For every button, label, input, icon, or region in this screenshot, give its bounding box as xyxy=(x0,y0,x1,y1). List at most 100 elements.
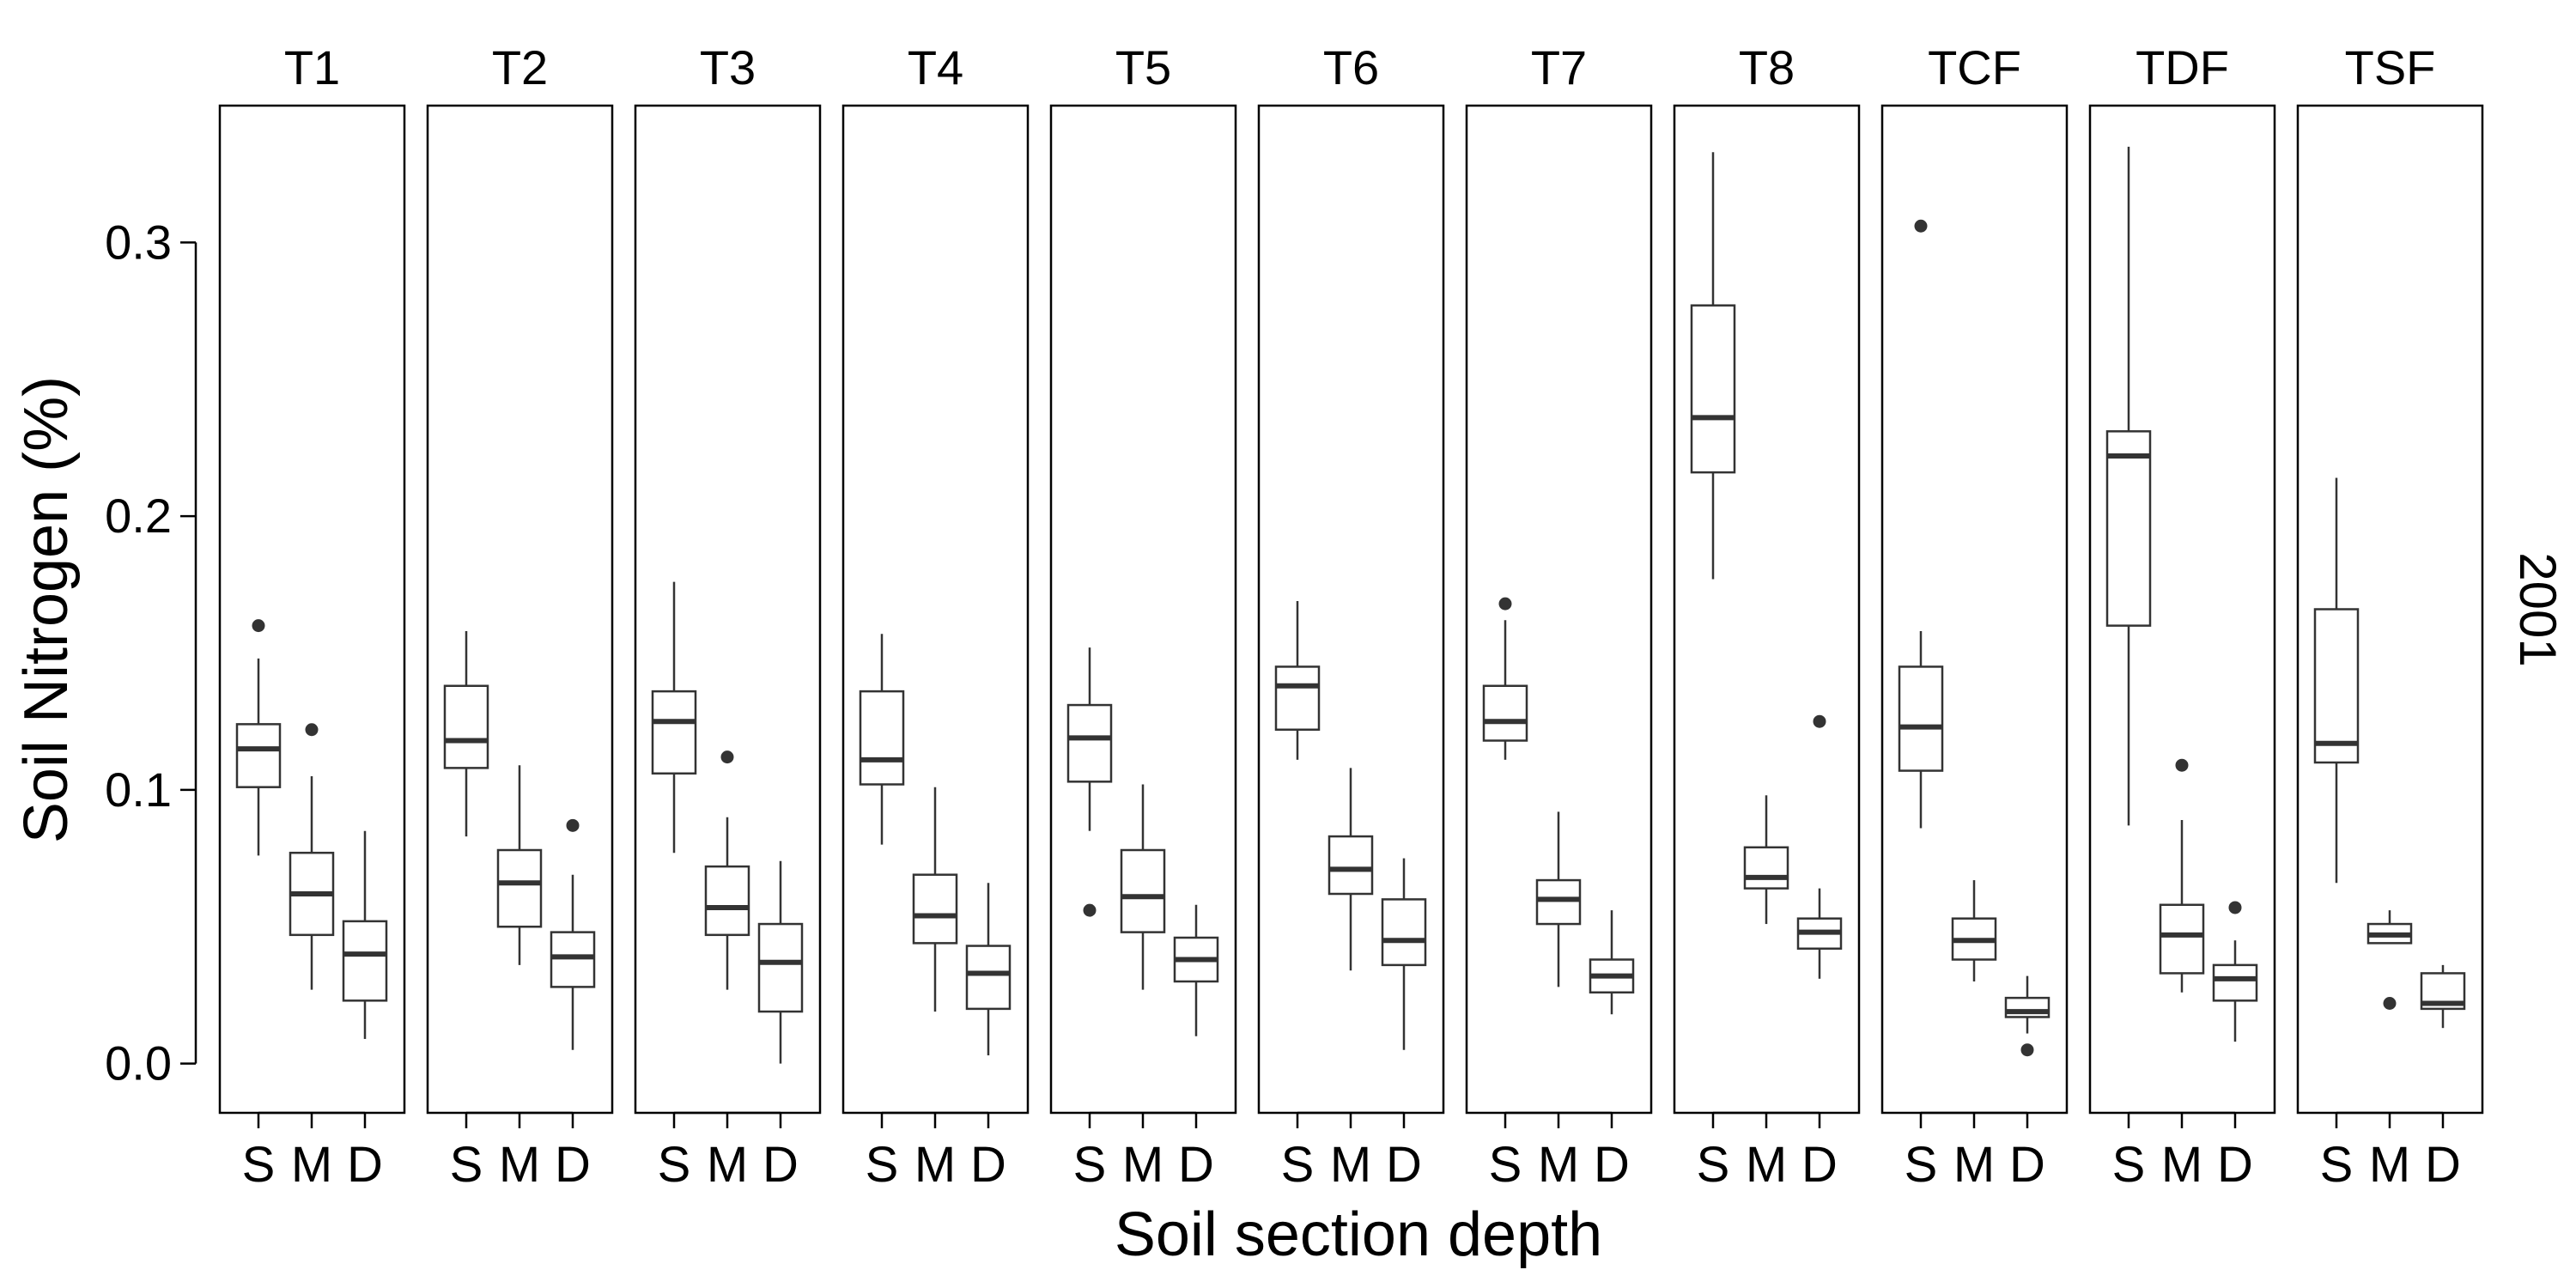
x-tick-label: D xyxy=(762,1137,799,1193)
outlier-point xyxy=(2175,758,2189,772)
box-d xyxy=(342,920,388,1002)
x-tick-label: M xyxy=(2161,1137,2202,1193)
panel-title: TSF xyxy=(2345,40,2436,94)
outlier-point xyxy=(1083,903,1097,917)
x-tick-label: D xyxy=(2217,1137,2253,1193)
x-tick-label: D xyxy=(555,1137,591,1193)
outlier-point xyxy=(2228,901,2242,914)
x-tick-label: S xyxy=(242,1137,276,1193)
box-s xyxy=(2313,608,2360,764)
panel-t5: T5 S M D xyxy=(1049,40,1237,1193)
outlier-point xyxy=(1813,714,1826,728)
panel-title: TDF xyxy=(2136,40,2229,94)
x-tick-label: S xyxy=(1697,1137,1730,1193)
panel-t7: T7 S M D xyxy=(1465,40,1653,1193)
box-m xyxy=(1120,848,1166,933)
panel-title: T3 xyxy=(700,40,756,94)
x-tick-label: D xyxy=(347,1137,383,1193)
y-tick-label: 0.3 xyxy=(105,215,172,269)
outlier-point xyxy=(252,619,265,633)
x-tick-label: S xyxy=(1281,1137,1315,1193)
y-tick-label: 0.1 xyxy=(105,762,172,817)
panel-title: T4 xyxy=(908,40,963,94)
x-axis-title: Soil section depth xyxy=(1115,1200,1602,1269)
panel-title: TCF xyxy=(1928,40,2021,94)
x-tick-label: S xyxy=(1905,1137,1938,1193)
x-tick-label: D xyxy=(1594,1137,1630,1193)
panel-title: T6 xyxy=(1323,40,1379,94)
box-s xyxy=(651,690,697,775)
x-tick-label: D xyxy=(2425,1137,2461,1193)
outlier-point xyxy=(566,818,580,832)
box-m xyxy=(912,873,958,945)
box-s xyxy=(443,684,489,769)
box-m xyxy=(1327,835,1374,896)
x-tick-label: S xyxy=(2112,1137,2146,1193)
outlier-point xyxy=(1498,597,1512,611)
box-d xyxy=(965,945,1012,1011)
x-tick-label: M xyxy=(914,1137,956,1193)
box-s xyxy=(1066,703,1113,783)
box-s xyxy=(859,690,905,786)
box-d xyxy=(2212,963,2258,1002)
panel-t8: T8 S M D xyxy=(1673,40,1861,1193)
x-tick-label: M xyxy=(1122,1137,1163,1193)
y-tick-label: 0.0 xyxy=(105,1036,172,1091)
y-tick-label: 0.2 xyxy=(105,489,172,543)
box-d xyxy=(550,931,596,988)
x-tick-label: M xyxy=(1538,1137,1579,1193)
x-tick-label: S xyxy=(1073,1137,1107,1193)
x-tick-label: M xyxy=(291,1137,332,1193)
x-tick-label: D xyxy=(1178,1137,1214,1193)
x-tick-label: M xyxy=(2369,1137,2410,1193)
panel-t2: T2 S M D xyxy=(426,40,614,1193)
box-m xyxy=(496,848,543,928)
x-tick-label: S xyxy=(450,1137,483,1193)
box-m xyxy=(1743,846,1789,890)
panel-t3: T3 S M D xyxy=(634,40,822,1193)
panel-tsf: TSF S M D xyxy=(2296,40,2484,1193)
x-tick-label: S xyxy=(2320,1137,2354,1193)
outlier-point xyxy=(720,750,734,764)
panel-title: T8 xyxy=(1739,40,1795,94)
x-tick-label: D xyxy=(2009,1137,2045,1193)
box-d xyxy=(1381,898,1427,967)
panel-t4: T4 S M D xyxy=(841,40,1030,1193)
y-axis: 0.0 0.1 0.2 0.3 xyxy=(105,215,197,1091)
x-tick-label: M xyxy=(1953,1137,1995,1193)
panel-title: T7 xyxy=(1531,40,1587,94)
outlier-point xyxy=(1914,219,1928,233)
x-tick-label: M xyxy=(499,1137,540,1193)
box-m xyxy=(704,865,750,937)
x-tick-label: D xyxy=(1386,1137,1422,1193)
box-d xyxy=(2004,996,2050,1018)
x-tick-label: D xyxy=(1801,1137,1838,1193)
panel-t1: T1 S M D xyxy=(218,40,406,1193)
panel-title: T5 xyxy=(1115,40,1171,94)
x-tick-label: M xyxy=(1746,1137,1787,1193)
row-strip-label: 2001 xyxy=(2509,552,2567,666)
x-tick-label: S xyxy=(658,1137,691,1193)
panel-tcf: TCF S M D xyxy=(1880,40,2069,1193)
box-s xyxy=(1274,665,1321,731)
box-s xyxy=(1690,304,1736,474)
box-m xyxy=(2159,903,2205,975)
panel-t6: T6 S M D xyxy=(1257,40,1445,1193)
panel-title: T1 xyxy=(284,40,340,94)
outlier-point xyxy=(305,723,319,737)
box-s xyxy=(1482,684,1528,742)
x-tick-label: S xyxy=(1489,1137,1522,1193)
y-axis-title: Soil Nitrogen (%) xyxy=(12,376,81,843)
x-tick-label: M xyxy=(707,1137,748,1193)
box-s xyxy=(2105,430,2152,627)
box-s xyxy=(1898,665,1944,772)
x-tick-label: S xyxy=(866,1137,899,1193)
outlier-point xyxy=(2383,997,2397,1010)
panel-frame xyxy=(1673,104,1861,1115)
box-d xyxy=(757,922,804,1013)
panel-title: T2 xyxy=(492,40,548,94)
outlier-point xyxy=(2020,1043,2034,1057)
box-s xyxy=(235,723,282,788)
